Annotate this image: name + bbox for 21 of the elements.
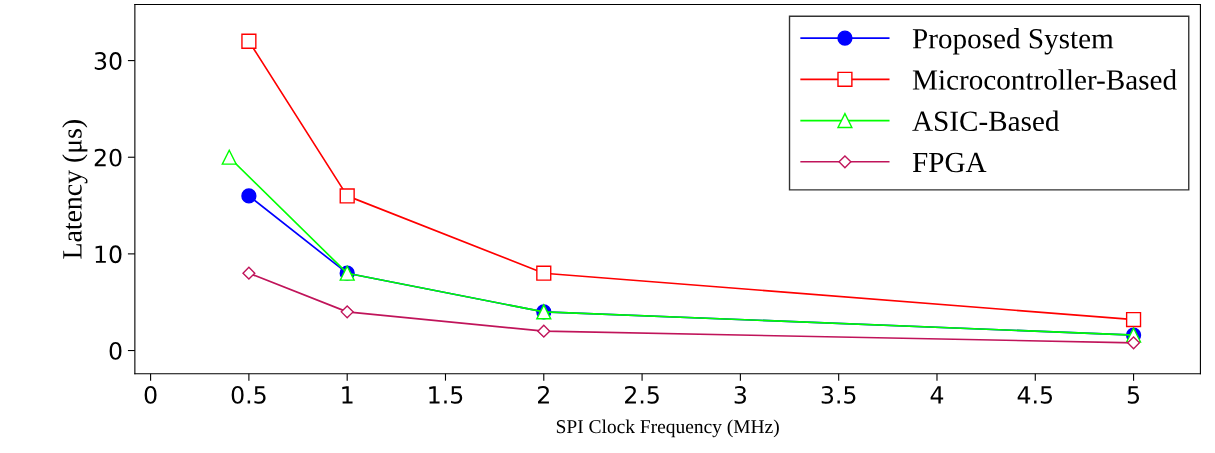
x-tick-label: 0.5 <box>231 385 266 404</box>
legend-label: FPGA <box>912 152 987 173</box>
x-tick-label: 1.5 <box>429 386 463 404</box>
legend-label: Microcontroller-Based <box>912 69 1177 90</box>
legend-label: Proposed System <box>912 28 1114 55</box>
x-tick-label: 2 <box>538 385 549 404</box>
x-tick-label: 2.5 <box>625 385 659 404</box>
x-tick-label: 4.5 <box>1017 386 1052 404</box>
y-axis-title: Latency (μs) <box>62 120 88 259</box>
legend-label: ASIC-Based <box>912 110 1060 132</box>
y-tick-label: 20 <box>94 148 122 167</box>
x-tick-label: 1 <box>342 386 353 404</box>
x-tick-label: 3.5 <box>821 385 856 404</box>
x-tick-label: 4 <box>930 386 944 404</box>
x-tick-label: 0 <box>144 385 157 404</box>
y-tick-label: 30 <box>94 52 122 70</box>
x-tick-label: 5 <box>1127 386 1140 404</box>
x-axis-title: SPI Clock Frequency (MHz) <box>556 419 779 438</box>
y-tick-label: 0 <box>109 341 122 360</box>
y-tick-label: 10 <box>95 245 122 264</box>
x-tick-label: 3 <box>734 385 746 404</box>
